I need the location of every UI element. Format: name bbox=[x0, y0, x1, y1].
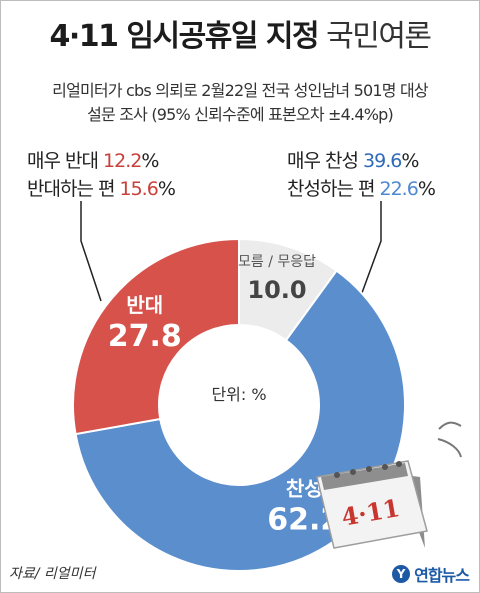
oppose-leader-line bbox=[80, 201, 102, 302]
calendar-icon: 4·11 bbox=[316, 421, 462, 549]
oppose-mild-unit: % bbox=[157, 178, 176, 200]
oppose-strong-value: 12.2 bbox=[103, 150, 142, 172]
oppose-strong-label: 매우 반대 bbox=[27, 150, 99, 172]
oppose-mild-value: 15.6 bbox=[119, 178, 159, 200]
support-strong-unit: % bbox=[401, 150, 419, 172]
support-mild-row: 찬성하는 편 22.6% bbox=[287, 175, 436, 203]
calendar-sparkle-1 bbox=[437, 438, 462, 458]
donut-slice-label-1: 모름 / 무응답 bbox=[238, 254, 316, 270]
support-strong-row: 매우 찬성 39.6% bbox=[287, 147, 435, 175]
oppose-breakdown: 매우 반대 12.2% 반대하는 편 15.6% bbox=[27, 147, 176, 203]
survey-description-line2: 설문 조사 (95% 신뢰수준에 표본오차 ±4.4%p) bbox=[87, 105, 394, 124]
support-strong-label: 매우 찬성 bbox=[287, 150, 359, 172]
source-note: 자료/ 리얼미터 bbox=[9, 566, 96, 582]
calendar-header bbox=[321, 463, 408, 490]
support-mild-unit: % bbox=[417, 178, 436, 200]
donut-slice-3 bbox=[72, 237, 240, 436]
donut-slice-label-3: 반대 bbox=[126, 293, 163, 317]
support-breakdown: 매우 찬성 39.6% 찬성하는 편 22.6% bbox=[287, 147, 436, 203]
title-main: 4·11 임시공휴일 지정 bbox=[49, 19, 319, 54]
survey-description: 리얼미터가 cbs 의뢰로 2월22일 전국 성인남녀 501명 대상 설문 조… bbox=[1, 79, 479, 127]
support-strong-value: 39.6 bbox=[363, 150, 402, 172]
support-leader-line bbox=[358, 201, 382, 302]
oppose-strong-unit: % bbox=[141, 150, 159, 172]
donut-slice-value-1: 10.0 bbox=[247, 276, 306, 304]
donut-slice-label-2: 찬성 bbox=[286, 476, 323, 500]
calendar-rings bbox=[334, 461, 402, 478]
calendar-sparkle-2 bbox=[438, 421, 462, 430]
donut-center-label: 단위: % bbox=[211, 385, 266, 404]
logo-text: 연합뉴스 bbox=[414, 566, 470, 585]
oppose-mild-row: 반대하는 편 15.6% bbox=[27, 175, 176, 203]
oppose-strong-row: 매우 반대 12.2% bbox=[27, 147, 175, 175]
logo-mark: Y bbox=[392, 565, 411, 583]
donut-slice-value-3: 27.8 bbox=[108, 319, 182, 354]
title-sub: 국민여론 bbox=[326, 19, 432, 54]
support-mild-value: 22.6 bbox=[379, 178, 419, 200]
oppose-mild-label: 반대하는 편 bbox=[27, 178, 115, 200]
leader-lines bbox=[80, 201, 382, 302]
survey-description-line1: 리얼미터가 cbs 의뢰로 2월22일 전국 성인남녀 501명 대상 bbox=[52, 81, 428, 100]
support-mild-label: 찬성하는 편 bbox=[287, 178, 375, 200]
yonhap-logo: Y 연합뉴스 bbox=[392, 562, 470, 586]
page-title: 4·11 임시공휴일 지정 국민여론 bbox=[1, 11, 479, 55]
